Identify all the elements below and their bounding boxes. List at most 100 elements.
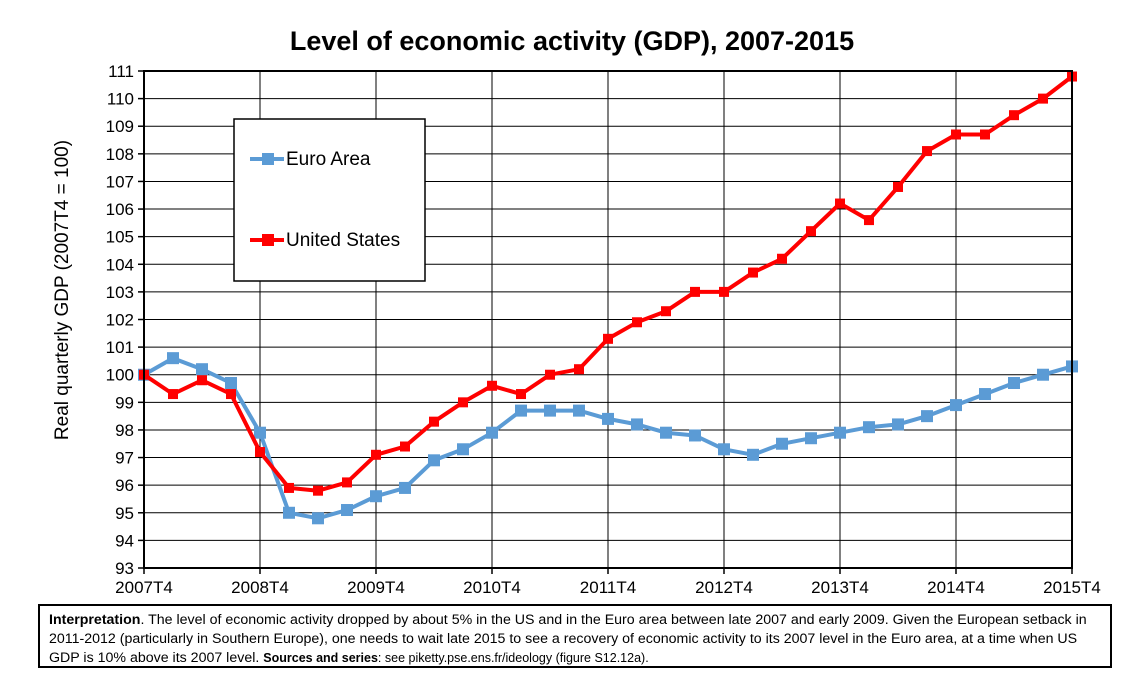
interpretation-box: Interpretation. The level of economic ac…: [38, 604, 1112, 668]
data-point: [979, 388, 991, 401]
data-point: [660, 426, 672, 439]
plot-frame: [143, 70, 1073, 569]
y-tick-label: 108: [106, 145, 134, 164]
gridlines: [144, 71, 1072, 568]
sources-label: Sources and series: [263, 651, 378, 665]
data-point: [1009, 110, 1019, 121]
legend-marker: [262, 153, 274, 165]
data-point: [718, 443, 730, 456]
data-point: [835, 198, 845, 209]
data-point: [516, 389, 526, 400]
legend: Euro Area United States: [233, 118, 426, 282]
data-point: [747, 448, 759, 461]
x-tick-label: 2008T4: [231, 578, 289, 597]
data-point: [603, 333, 613, 344]
data-point: [661, 306, 671, 317]
data-point: [487, 380, 497, 391]
data-point: [573, 404, 585, 417]
data-point: [980, 129, 990, 140]
data-point: [777, 253, 787, 264]
data-point: [225, 377, 237, 390]
data-point: [1038, 93, 1048, 104]
y-tick-label: 98: [115, 421, 134, 440]
data-point: [196, 363, 208, 376]
data-point: [342, 477, 352, 488]
data-point: [458, 397, 468, 408]
data-point: [226, 389, 236, 400]
data-point: [168, 389, 178, 400]
x-tick-label: 2007T4: [115, 578, 173, 597]
data-point: [400, 441, 410, 452]
y-axis-ticks: 93 94 95 96 97 98 99 100 101 102 103 104 105 106 107 10…: [106, 62, 144, 578]
legend-label: Euro Area: [286, 149, 371, 170]
legend-marker: [262, 234, 274, 246]
y-tick-label: 109: [106, 117, 134, 136]
data-point: [370, 490, 382, 503]
y-tick-label: 97: [115, 449, 134, 468]
x-tick-label: 2012T4: [695, 578, 753, 597]
x-tick-label: 2009T4: [347, 578, 405, 597]
data-point: [428, 454, 440, 467]
y-tick-label: 95: [115, 504, 134, 523]
y-tick-label: 96: [115, 476, 134, 495]
data-point: [863, 421, 875, 434]
data-point: [892, 418, 904, 431]
y-tick-label: 99: [115, 393, 134, 412]
data-point: [719, 286, 729, 297]
data-point: [921, 410, 933, 423]
data-point: [748, 267, 758, 278]
data-point: [283, 506, 295, 519]
line-chart: 93 94 95 96 97 98 99 100 101 102 103 104 105 106 107 10…: [52, 62, 1101, 597]
data-point: [341, 504, 353, 517]
data-point: [1008, 377, 1020, 390]
y-axis-label: Real quarterly GDP (2007T4 = 100): [52, 140, 73, 440]
legend-label: United States: [286, 230, 400, 251]
y-tick-label: 103: [106, 283, 134, 302]
x-axis-ticks: 2007T4 2008T4 2009T4 2010T4 2011T4 2012T4 2013…: [115, 568, 1101, 597]
data-point: [631, 418, 643, 431]
y-tick-label: 100: [106, 366, 134, 385]
data-point: [1037, 368, 1049, 381]
data-point: [689, 429, 701, 442]
interpretation-text: . The level of economic activity dropped…: [49, 612, 1087, 666]
data-point: [197, 375, 207, 386]
data-point: [950, 399, 962, 412]
series-euro-area: [138, 352, 1078, 525]
x-tick-label: 2013T4: [811, 578, 869, 597]
x-tick-label: 2011T4: [580, 578, 636, 597]
chart-title: Level of economic activity (GDP), 2007-2…: [289, 26, 855, 56]
data-point: [574, 364, 584, 375]
data-point: [806, 226, 816, 237]
y-tick-label: 107: [106, 172, 134, 191]
data-point: [632, 317, 642, 328]
data-point: [371, 449, 381, 460]
data-point: [545, 369, 555, 380]
data-point: [284, 482, 294, 493]
data-point: [544, 404, 556, 417]
data-point: [429, 416, 439, 427]
data-point: [254, 426, 266, 439]
data-point: [951, 129, 961, 140]
y-tick-label: 104: [106, 255, 134, 274]
y-tick-label: 105: [106, 228, 134, 247]
data-point: [313, 485, 323, 496]
data-point: [255, 447, 265, 458]
y-tick-label: 93: [115, 559, 134, 578]
data-point: [893, 181, 903, 192]
y-tick-label: 111: [108, 62, 134, 81]
data-point: [690, 286, 700, 297]
y-tick-label: 94: [115, 531, 134, 550]
data-point: [457, 443, 469, 456]
y-tick-label: 106: [106, 200, 134, 219]
y-tick-label: 101: [106, 338, 134, 357]
legend-box: [233, 118, 426, 282]
y-tick-label: 110: [107, 90, 134, 109]
data-point: [312, 512, 324, 525]
x-tick-label: 2015T4: [1043, 578, 1101, 597]
data-point: [602, 412, 614, 425]
data-point: [834, 426, 846, 439]
data-point: [486, 426, 498, 439]
data-point: [167, 352, 179, 365]
y-tick-label: 102: [106, 311, 134, 330]
data-point: [864, 215, 874, 226]
